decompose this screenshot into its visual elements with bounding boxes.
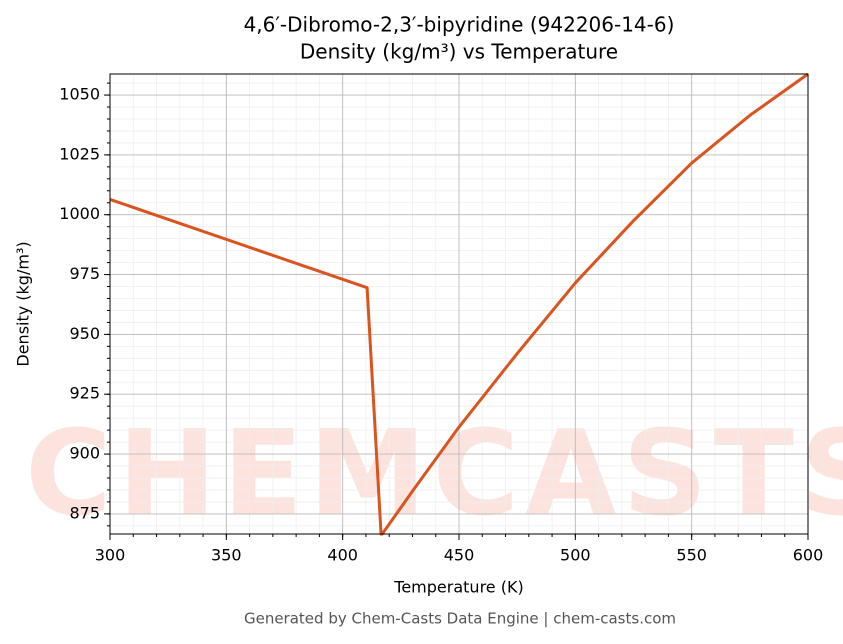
chart-subtitle: Density (kg/m³) vs Temperature [300,40,618,64]
footer: Generated by Chem-Casts Data Engine | ch… [244,610,676,628]
chart-title: 4,6′-Dibromo-2,3′-bipyridine (942206-14-… [244,13,675,37]
x-tick-label: 350 [211,546,242,565]
x-tick-label: 400 [327,546,358,565]
y-tick-label: 900 [69,444,100,463]
plot-frame [109,73,809,535]
x-tick-label: 550 [676,546,707,565]
x-tick-label: 450 [444,546,475,565]
watermark: CHEMCASTS [25,404,843,542]
x-axis-label: Temperature (K) [393,578,523,597]
y-tick-label: 875 [69,503,100,522]
y-tick-label: 975 [69,264,100,283]
x-tick-label: 500 [560,546,591,565]
x-tick-label: 600 [793,546,824,565]
y-axis-label: Density (kg/m³) [14,241,33,366]
y-tick-label: 1025 [59,144,100,163]
y-tick-label: 1050 [59,85,100,104]
y-tick-label: 950 [69,324,100,343]
y-tick-label: 1000 [59,204,100,223]
y-tick-label: 925 [69,384,100,403]
data-line [109,72,809,536]
x-tick-label: 300 [95,546,126,565]
